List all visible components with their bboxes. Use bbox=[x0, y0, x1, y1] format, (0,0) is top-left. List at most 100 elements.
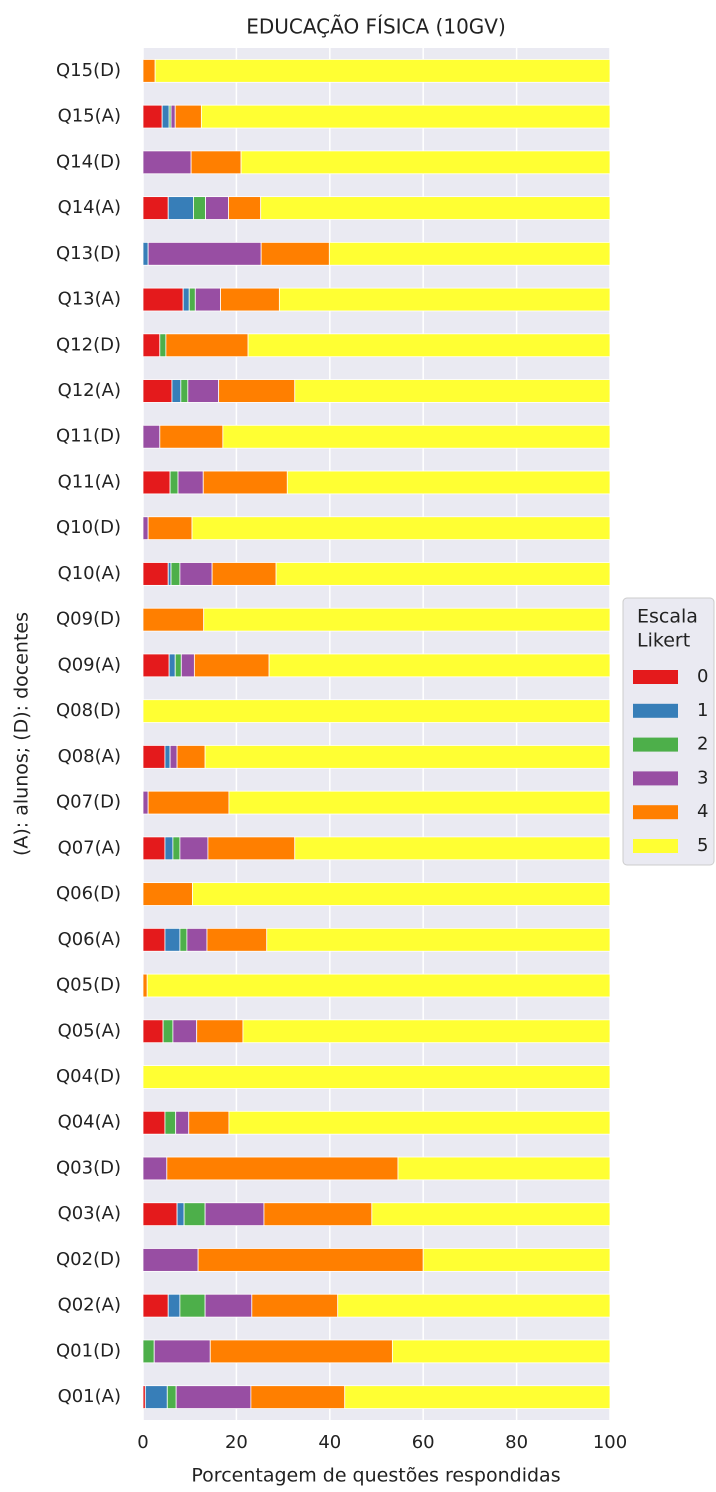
y-tick-label: Q05(D) bbox=[56, 975, 121, 996]
x-tick-label: 40 bbox=[318, 1432, 341, 1453]
bar-segment bbox=[142, 1019, 164, 1044]
bar-segment bbox=[164, 927, 181, 952]
bar-segment bbox=[142, 1248, 199, 1272]
bar-segment bbox=[161, 104, 170, 129]
bar-segment bbox=[190, 150, 242, 175]
y-axis-label: (A): alunos; (D): docentes bbox=[11, 612, 33, 856]
bar-segment bbox=[180, 379, 189, 403]
bar-segment bbox=[206, 927, 268, 952]
y-tick-label: Q04(D) bbox=[56, 1066, 121, 1087]
x-tick-label: 100 bbox=[593, 1432, 627, 1453]
bar-segment bbox=[166, 1156, 399, 1181]
bar-segment bbox=[177, 470, 204, 495]
bar-segment bbox=[196, 1019, 244, 1044]
bar-segment bbox=[142, 973, 148, 998]
x-axis-label: Porcentagem de questões respondidas bbox=[191, 1465, 560, 1487]
bar-segment bbox=[142, 470, 171, 495]
bar-segment bbox=[180, 653, 195, 678]
bar-segment bbox=[191, 516, 611, 541]
legend-title: Likert bbox=[637, 630, 690, 652]
y-tick-label: Q06(D) bbox=[56, 883, 121, 904]
bar-segment bbox=[263, 1202, 373, 1227]
plot-background bbox=[143, 48, 610, 1420]
bar-segment bbox=[142, 333, 161, 358]
bar-segment bbox=[146, 973, 611, 998]
y-tick-label: Q08(D) bbox=[56, 700, 121, 721]
bar-segment bbox=[159, 333, 167, 358]
y-tick-label: Q01(D) bbox=[56, 1340, 121, 1361]
bar-segment bbox=[165, 333, 249, 358]
bar-segment bbox=[193, 653, 270, 678]
bar-segment bbox=[268, 653, 611, 678]
y-tick-label: Q08(A) bbox=[58, 746, 121, 767]
bar-segment bbox=[142, 379, 173, 403]
bar-segment bbox=[174, 104, 202, 129]
bar-segment bbox=[260, 241, 330, 266]
legend-swatch bbox=[633, 670, 678, 684]
bar-segment bbox=[278, 287, 611, 312]
bar-segment bbox=[147, 790, 230, 815]
bar-segment bbox=[251, 1293, 339, 1318]
bar-segment bbox=[142, 241, 149, 266]
bar-segment bbox=[197, 1248, 424, 1272]
bar-segment bbox=[192, 882, 611, 906]
bar-segment bbox=[172, 836, 181, 861]
bar-segment bbox=[179, 927, 188, 952]
legend-swatch bbox=[633, 839, 678, 853]
bar-segment bbox=[142, 699, 611, 723]
bar-segment bbox=[142, 745, 166, 769]
bar-segment bbox=[147, 241, 262, 266]
bar-segment bbox=[202, 470, 288, 495]
bar-segment bbox=[260, 196, 611, 220]
bar-segment bbox=[144, 1385, 168, 1409]
bar-segment bbox=[179, 1293, 206, 1318]
y-tick-label: Q13(D) bbox=[56, 243, 121, 264]
legend-title: Escala bbox=[637, 606, 698, 628]
y-tick-label: Q13(A) bbox=[58, 289, 121, 310]
bar-segment bbox=[186, 927, 208, 952]
bar-segment bbox=[164, 836, 174, 861]
bar-segment bbox=[204, 745, 611, 769]
y-tick-label: Q10(A) bbox=[58, 563, 121, 584]
bar-segment bbox=[183, 1202, 206, 1227]
y-tick-label: Q09(D) bbox=[56, 609, 121, 630]
bar-segment bbox=[142, 927, 166, 952]
bar-segment bbox=[228, 196, 262, 220]
bar-segment bbox=[203, 607, 611, 632]
bar-segment bbox=[188, 287, 196, 312]
legend-swatch bbox=[633, 703, 678, 718]
bar-segment bbox=[172, 1019, 198, 1044]
bar-segment bbox=[175, 1110, 190, 1135]
y-tick-label: Q06(A) bbox=[58, 929, 121, 950]
bar-segment bbox=[166, 1385, 177, 1409]
bar-segment bbox=[142, 59, 156, 83]
bar-segment bbox=[294, 379, 611, 403]
x-tick-label: 60 bbox=[412, 1432, 435, 1453]
bar-segment bbox=[142, 1156, 168, 1181]
legend-swatch bbox=[633, 737, 678, 752]
bar-segment bbox=[397, 1156, 611, 1181]
y-tick-label: Q03(A) bbox=[58, 1203, 121, 1224]
legend-label: 1 bbox=[697, 700, 708, 721]
bar-segment bbox=[142, 790, 149, 815]
y-tick-label: Q14(A) bbox=[58, 197, 121, 218]
y-tick-label: Q04(A) bbox=[58, 1112, 121, 1133]
bar-segment bbox=[142, 836, 166, 861]
bar-segment bbox=[286, 470, 611, 495]
bar-segment bbox=[204, 1293, 253, 1318]
bar-segment bbox=[209, 1339, 393, 1364]
legend-label: 3 bbox=[697, 767, 708, 788]
bar-segment bbox=[266, 927, 611, 952]
bar-segment bbox=[371, 1202, 611, 1227]
legend-label: 5 bbox=[697, 835, 708, 856]
bar-segment bbox=[142, 1110, 166, 1135]
legend-swatch bbox=[633, 771, 678, 786]
bar-segment bbox=[188, 1110, 230, 1135]
bar-segment bbox=[207, 836, 296, 861]
bar-segment bbox=[176, 745, 206, 769]
y-tick-label: Q11(D) bbox=[56, 426, 121, 447]
bar-segment bbox=[328, 241, 611, 266]
bar-segment bbox=[154, 59, 611, 83]
bar-segment bbox=[142, 882, 193, 906]
bar-segment bbox=[242, 1019, 611, 1044]
